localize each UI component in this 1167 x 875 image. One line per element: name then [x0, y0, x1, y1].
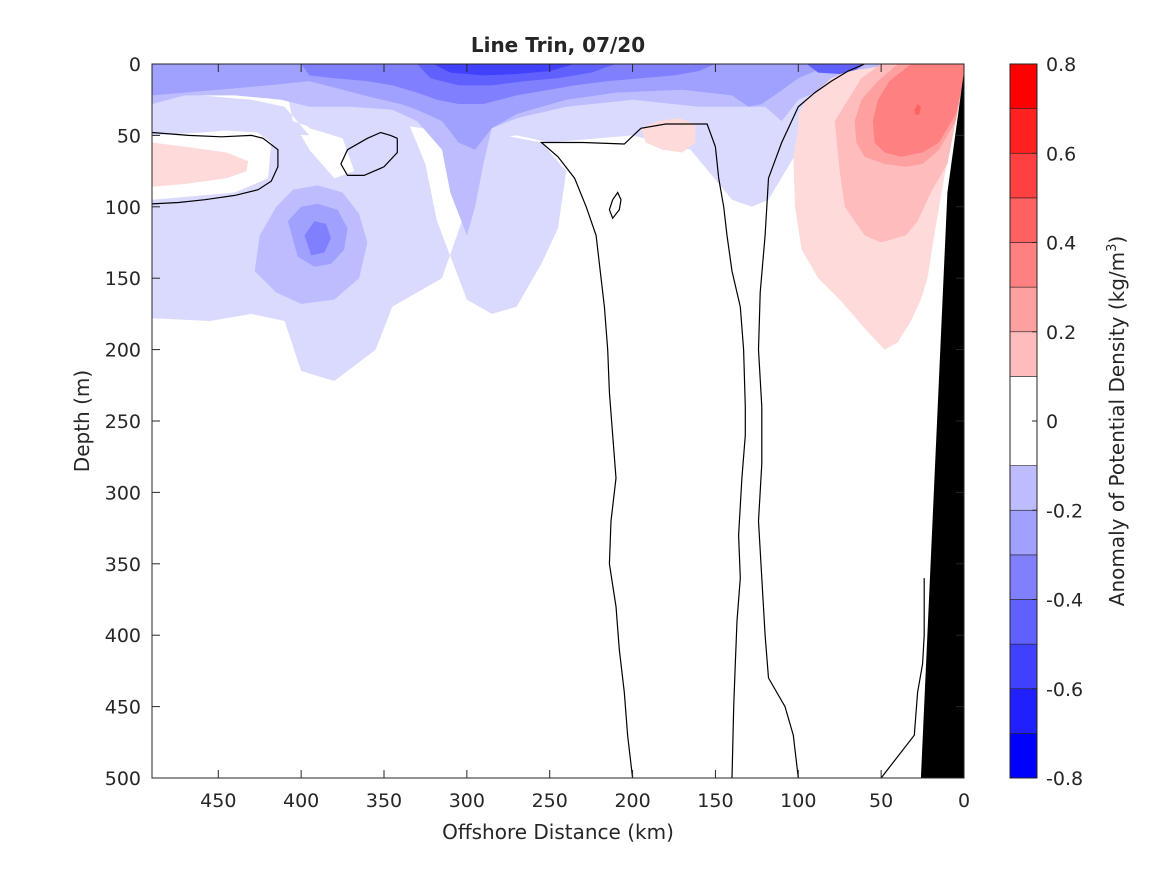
- y-tick-label: 500: [105, 768, 141, 790]
- x-tick-label: 350: [366, 790, 402, 812]
- colorbar: 0.8 0.6 0.4 0.2 0 -0.2 -0.4 -0.6 -0.8: [1009, 54, 1083, 790]
- colorbar-band: [1009, 108, 1038, 154]
- x-tick-label: 250: [532, 790, 568, 812]
- colorbar-tick-label: 0.8: [1046, 54, 1076, 76]
- x-tick-label: 100: [780, 790, 816, 812]
- x-tick-label: 50: [869, 790, 893, 812]
- colorbar-band: [1009, 63, 1038, 109]
- y-tick-label: 300: [105, 482, 141, 504]
- contour-region-15: [806, 64, 865, 74]
- colorbar-tick-label: 0.6: [1046, 143, 1076, 165]
- y-tick-label: 250: [105, 411, 141, 433]
- x-tick-label: 400: [283, 790, 319, 812]
- x-tick-label: 200: [614, 790, 650, 812]
- y-tick-label: 350: [105, 554, 141, 576]
- zero-contour-line-2: [539, 123, 746, 778]
- colorbar-band: [1009, 509, 1038, 556]
- y-tick-label: 450: [105, 697, 141, 719]
- contour-region-16: [914, 104, 921, 116]
- zero-contour-layer: [152, 64, 925, 778]
- x-axis: 450 400 350 300 250 200 150 100 50 0: [200, 64, 970, 812]
- colorbar-band: [1009, 688, 1038, 734]
- bathymetry-layer: [920, 71, 964, 778]
- colorbar-band: [1009, 152, 1038, 199]
- contour-region-3: [640, 118, 696, 153]
- x-tick-label: 0: [958, 790, 970, 812]
- y-tick-label: 0: [129, 54, 141, 76]
- colorbar-tick-label: -0.2: [1046, 500, 1083, 522]
- colorbar-band: [1009, 643, 1038, 690]
- colorbar-tick-label: -0.4: [1046, 590, 1083, 612]
- x-tick-label: 300: [449, 790, 485, 812]
- contour-region-8: [152, 64, 824, 150]
- colorbar-label-superscript: 3: [1105, 244, 1120, 252]
- colorbar-tick-label: -0.6: [1046, 679, 1083, 701]
- zero-contour-line-3: [608, 191, 622, 220]
- colorbar-band: [1009, 733, 1038, 779]
- colorbar-band: [1009, 554, 1038, 600]
- bathymetry-mask: [920, 71, 964, 778]
- colorbar-band: [1009, 242, 1038, 288]
- colorbar-band: [1009, 331, 1038, 377]
- contour-region-2: [152, 142, 249, 187]
- y-axis-label: Depth (m): [70, 370, 94, 472]
- colorbar-label-text: Anomaly of Potential Density (kg/m: [1105, 252, 1129, 606]
- y-tick-label: 100: [105, 197, 141, 219]
- colorbar-band: [1009, 197, 1038, 243]
- x-tick-label: 450: [200, 790, 236, 812]
- chart-title: Line Trin, 07/20: [471, 33, 645, 57]
- contour-region-11: [301, 64, 716, 104]
- x-tick-label: 150: [697, 790, 733, 812]
- y-tick-label: 50: [117, 125, 141, 147]
- y-tick-label: 150: [105, 268, 141, 290]
- contour-region-12: [304, 221, 331, 256]
- colorbar-tick-label: 0.2: [1046, 322, 1076, 344]
- x-axis-label: Offshore Distance (km): [442, 820, 674, 844]
- colorbar-label-close: ): [1105, 236, 1129, 244]
- zero-contour-line-0: [152, 131, 279, 205]
- zero-contour-line-1: [340, 131, 398, 176]
- colorbar-tick-label: -0.8: [1046, 768, 1083, 790]
- colorbar-tick-label: 0: [1046, 411, 1058, 433]
- colorbar-band: [1009, 465, 1038, 511]
- colorbar-label: Anomaly of Potential Density (kg/m3): [1105, 236, 1129, 606]
- y-tick-label: 200: [105, 340, 141, 362]
- colorbar-band: [1009, 286, 1038, 333]
- contour-region-17: [433, 64, 575, 76]
- zero-contour-line-4: [757, 64, 865, 778]
- colorbar-band: [1009, 599, 1038, 645]
- y-axis: 0 50 100 150 200 250 300 350 400 450 500: [105, 54, 964, 790]
- colorbar-tick-label: 0.4: [1046, 233, 1076, 255]
- zero-contour-line-5: [880, 578, 925, 778]
- y-tick-label: 400: [105, 625, 141, 647]
